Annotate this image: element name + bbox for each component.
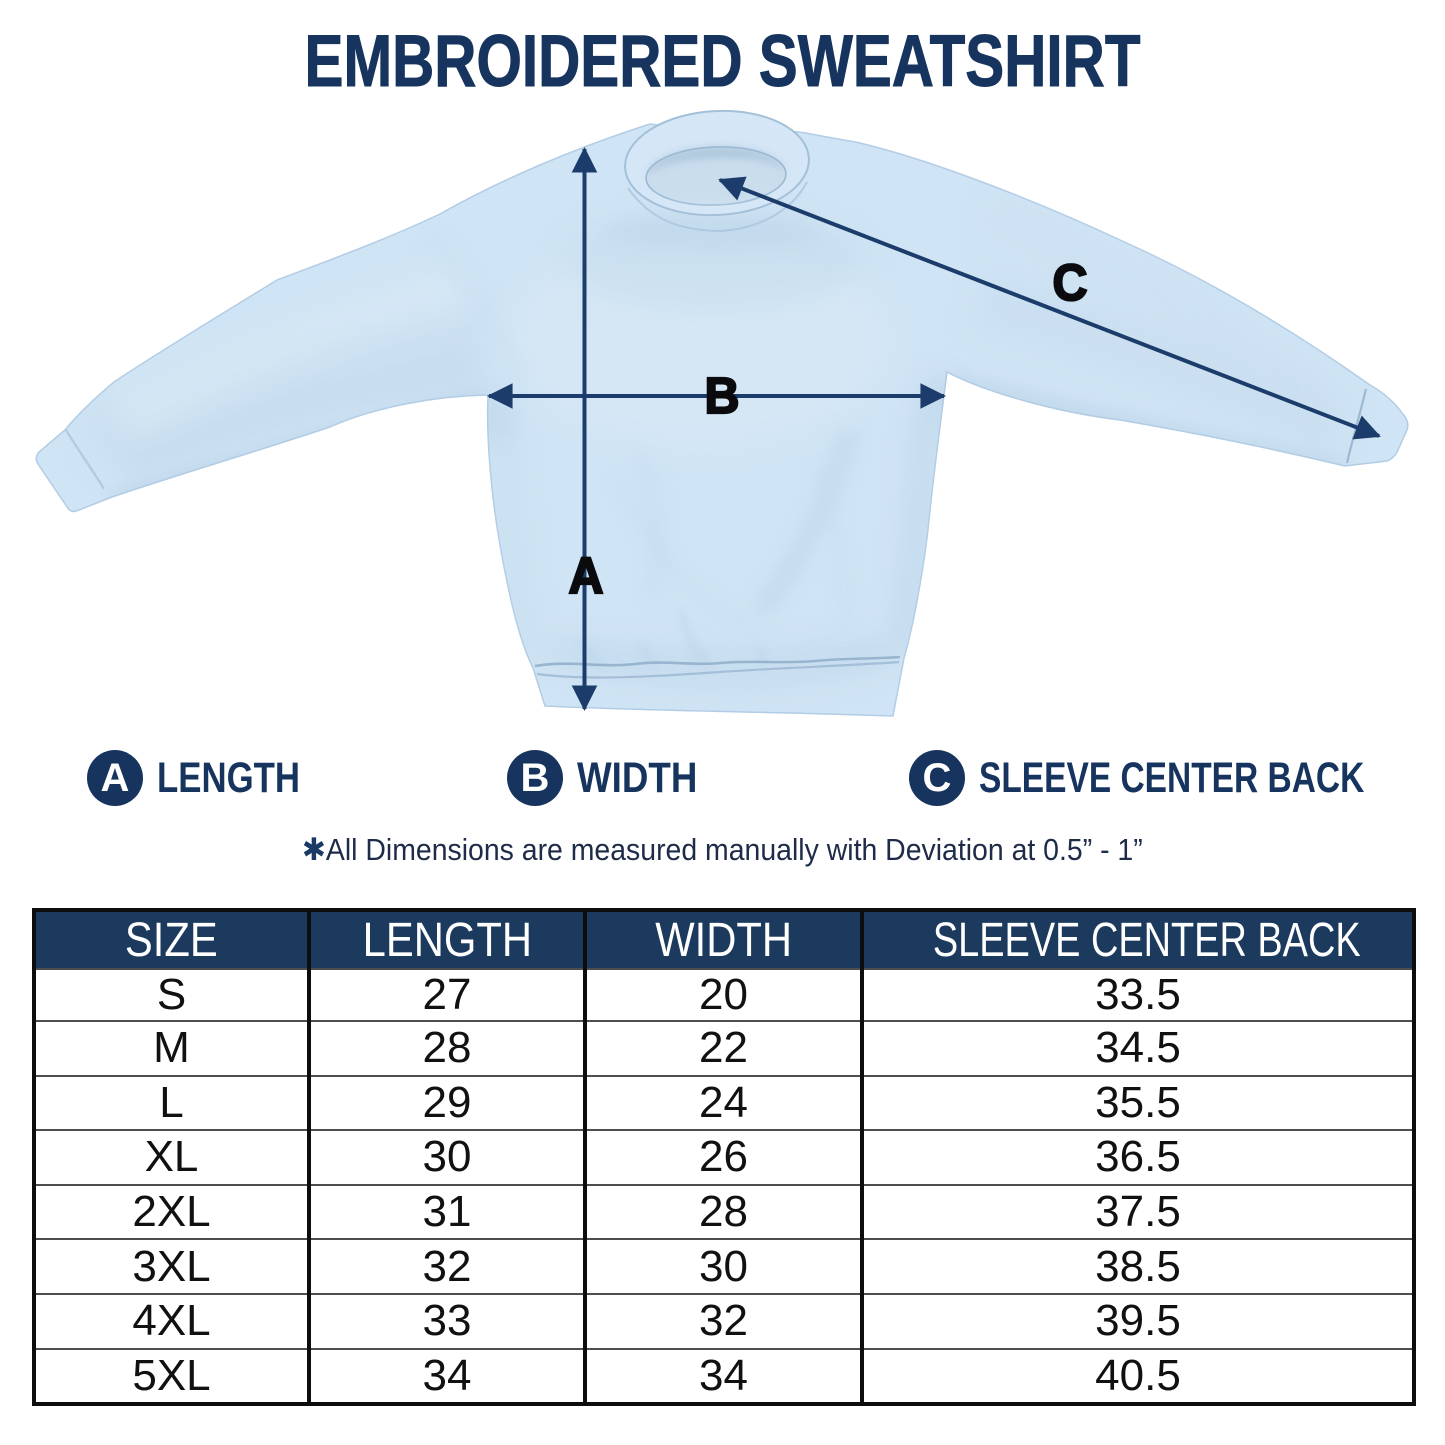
- svg-text:A: A: [569, 547, 604, 604]
- svg-text:C: C: [1053, 254, 1088, 311]
- svg-text:B: B: [705, 367, 740, 424]
